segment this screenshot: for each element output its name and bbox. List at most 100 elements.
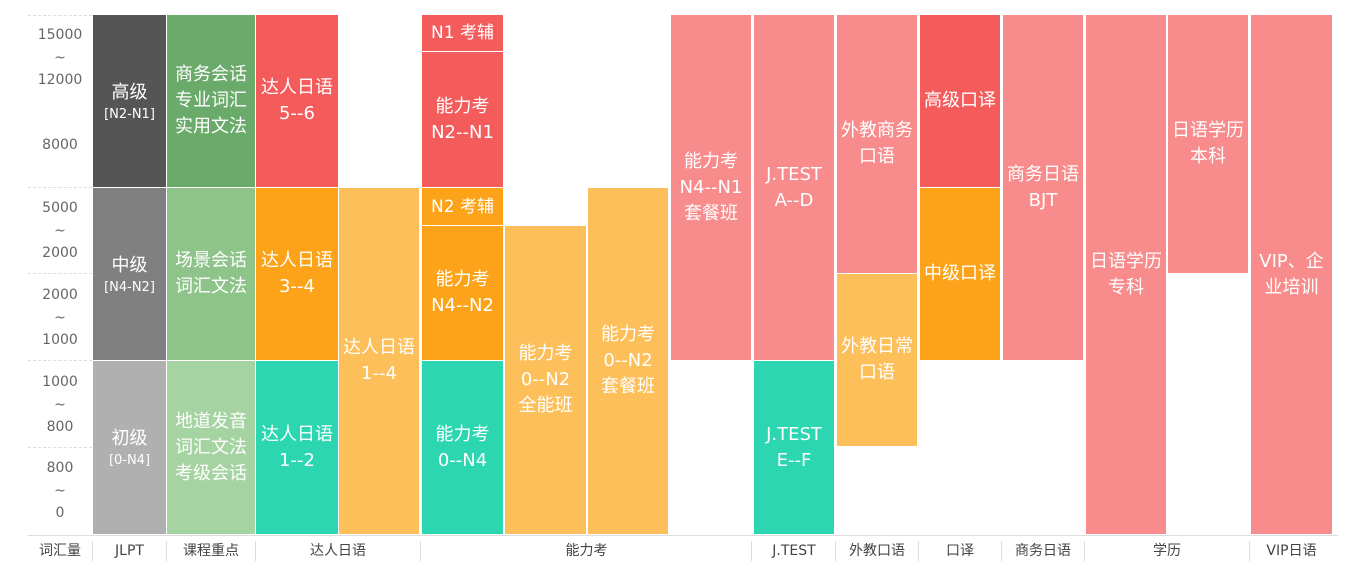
course-block-degree-bachelor: 日语学历 本科 [1168,15,1248,273]
axis-tick-label: 800 [46,419,74,435]
course-block-label: 能力考 N4--N2 [431,269,494,316]
footer-label-business: 商务日语 [1015,543,1071,559]
course-block-label: 中级口译 [924,263,996,284]
guide-line [28,15,92,16]
course-block-label: 高级口译 [924,90,996,111]
axis-tick-label: 8000 [42,137,78,153]
course-block-label: 高级 [111,81,148,103]
course-block-ability-0n4: 能力考 0--N4 [422,361,503,534]
footer-label-jlpt: JLPT [115,543,144,559]
axis-tick-tilde: ~ [54,310,66,326]
course-block-label: 场景会话 词汇文法 [175,250,247,297]
footer-separator [255,541,256,561]
course-block-foreign-daily: 外教日常 口语 [837,274,917,446]
course-block-label: 能力考 N2--N1 [431,95,494,143]
course-block-daren-14: 达人日语 1--4 [339,188,419,534]
course-block-sublabel: [0-N4] [108,453,151,468]
axis-tick-tilde: ~ [54,483,66,499]
course-block-sublabel: [N4-N2] [104,279,155,295]
course-block-label: 日语学历 本科 [1172,120,1244,167]
course-block-n2-fudao: N2 考辅 [422,188,503,225]
axis-tick-tilde: ~ [54,397,66,413]
course-block-label: 达人日语 5--6 [261,77,333,124]
course-block-ability-n2n1: 能力考 N2--N1 [422,52,503,187]
course-block-ability-0n2-pack: 能力考 0--N2 套餐班 [588,188,668,534]
course-block-focus-intermediate: 场景会话 词汇文法 [167,188,255,360]
course-block-foreign-business: 外教商务 口语 [837,15,917,273]
axis-tick-label: 15000 [37,27,83,43]
course-block-label: 能力考 0--N2 全能班 [518,343,573,416]
course-block-degree-associate: 日语学历 专科 [1086,15,1166,534]
footer-separator [918,541,919,561]
footer-separator [1001,541,1002,561]
course-block-n1-fudao: N1 考辅 [422,15,503,51]
course-block-label: 商务会话 专业词汇 实用文法 [175,64,247,137]
course-block-label: 日语学历 专科 [1090,250,1162,298]
course-block-daren-34: 达人日语 3--4 [256,188,338,360]
course-block-label: 达人日语 1--4 [343,337,415,384]
footer-divider [28,535,1338,536]
footer-label-focus: 课程重点 [183,543,239,559]
course-block-daren-12: 达人日语 1--2 [256,361,338,534]
course-block-business-bjt: 商务日语 BJT [1003,15,1083,360]
course-block-label: 地道发音 词汇文法 考级会话 [175,410,247,484]
footer-separator [751,541,752,561]
course-block-label: 商务日语 BJT [1007,163,1079,211]
footer-separator [835,541,836,561]
course-block-jlpt-advanced: 高级 [N2-N1] [93,15,166,187]
axis-tick-tilde: ~ [54,223,66,239]
axis-tick-label: 1000 [42,374,78,390]
course-block-sublabel: [N2-N1] [104,106,155,122]
guide-line [28,187,92,188]
footer-label-vocab: 词汇量 [39,543,81,559]
footer-separator [92,541,93,561]
course-block-label: 能力考 0--N2 套餐班 [601,324,655,397]
course-block-label: 达人日语 3--4 [261,250,333,297]
footer-label-interp: 口译 [946,543,974,559]
course-block-label: 外教商务 口语 [841,120,913,167]
course-block-label: J.TEST A--D [766,163,822,211]
course-block-focus-beginner: 地道发音 词汇文法 考级会话 [167,361,255,534]
guide-line [28,360,92,361]
course-block-jtest-ad: J.TEST A--D [754,15,834,360]
footer-label-foreign: 外教口语 [849,543,905,559]
course-block-vip-enterprise: VIP、企 业培训 [1251,15,1332,534]
course-block-jlpt-intermediate: 中级 [N4-N2] [93,188,166,360]
axis-tick-label: 5000 [42,200,78,216]
course-block-label: J.TEST E--F [766,423,822,471]
course-block-daren-56: 达人日语 5--6 [256,15,338,187]
guide-line [28,447,92,448]
course-block-label: 达人日语 1--2 [261,423,333,471]
course-block-ability-0n2-full: 能力考 0--N2 全能班 [505,226,586,534]
footer-label-ability: 能力考 [565,543,608,559]
course-block-jlpt-beginner: 初级 [0-N4] [93,361,166,534]
course-block-label: 外教日常 口语 [841,336,913,383]
course-block-label: 能力考 N4--N1 套餐班 [679,150,743,224]
footer-label-vip: VIP日语 [1266,543,1317,559]
footer-separator [1249,541,1250,561]
course-block-label: 中级 [111,254,148,276]
course-block-label: 初级 [111,428,148,449]
guide-line [28,273,92,274]
axis-tick-label: 800 [46,460,74,476]
footer-label-daren: 达人日语 [310,543,366,559]
course-block-interp-intermediate: 中级口译 [920,188,1000,360]
course-block-label: N2 考辅 [431,196,494,217]
course-block-jtest-ef: J.TEST E--F [754,361,834,534]
course-block-label: VIP、企 业培训 [1259,250,1324,298]
course-block-focus-advanced: 商务会话 专业词汇 实用文法 [167,15,255,187]
axis-tick-label: 12000 [37,72,83,88]
course-block-label: 能力考 0--N4 [435,423,490,471]
course-block-label: N1 考辅 [431,23,494,43]
footer-separator [1084,541,1085,561]
course-block-ability-n4n1-pack: 能力考 N4--N1 套餐班 [671,15,751,360]
axis-tick-tilde: ~ [54,50,66,66]
footer-separator [166,541,167,561]
course-block-interp-advanced: 高级口译 [920,15,1000,187]
footer-label-degree: 学历 [1153,543,1181,559]
axis-tick-label: 0 [55,505,65,521]
footer-label-jtest: J.TEST [772,543,816,559]
axis-tick-label: 1000 [42,332,78,348]
axis-tick-label: 2000 [42,245,78,261]
